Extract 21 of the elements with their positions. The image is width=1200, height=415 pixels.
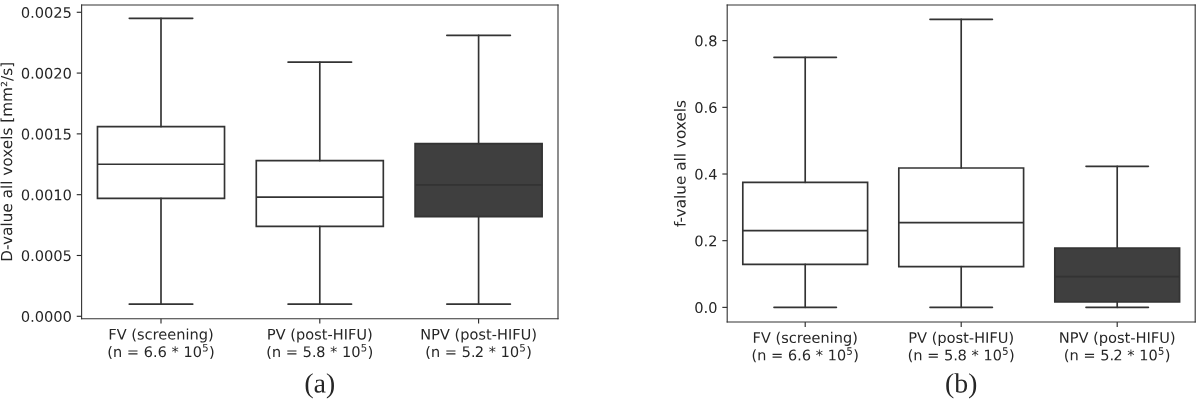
- x-tick-label: NPV (post-HIFU) (n = 5.2 * 10$^{5}$): [421, 328, 536, 359]
- y-tick-label: 0.8: [695, 35, 717, 47]
- y-axis-title: f-value all voxels: [673, 100, 686, 227]
- y-tick-label: 0.0010: [21, 189, 71, 201]
- x-tick-label: PV (post-HIFU) (n = 5.8 * 10$^{5}$): [908, 331, 1014, 363]
- y-tick-label: 0.0015: [21, 128, 71, 140]
- x-tick-label: FV (screening) (n = 6.6 * 10$^{5}$): [108, 328, 214, 359]
- x-tick-label: PV (post-HIFU) (n = 5.8 * 10$^{5}$): [267, 328, 373, 359]
- y-tick-label: 0.6: [695, 102, 717, 114]
- x-tick-label: FV (screening) (n = 6.6 * 10$^{5}$): [752, 331, 858, 363]
- text: (a): [305, 373, 334, 399]
- y-tick-label: 0.0000: [21, 311, 71, 323]
- y-tick-label: 0.0: [695, 302, 717, 314]
- y-axis-title: D-value all voxels [mm²/s]: [0, 63, 15, 261]
- y-tick-label: 0.0025: [21, 6, 71, 19]
- text: (b): [946, 373, 977, 399]
- x-tick-label: NPV (post-HIFU) (n = 5.2 * 10$^{5}$): [1060, 331, 1175, 363]
- y-tick-label: 0.2: [695, 235, 717, 247]
- y-tick-label: 0.0020: [21, 67, 71, 79]
- y-tick-label: 0.0005: [21, 250, 71, 262]
- y-tick-label: 0.4: [695, 168, 717, 180]
